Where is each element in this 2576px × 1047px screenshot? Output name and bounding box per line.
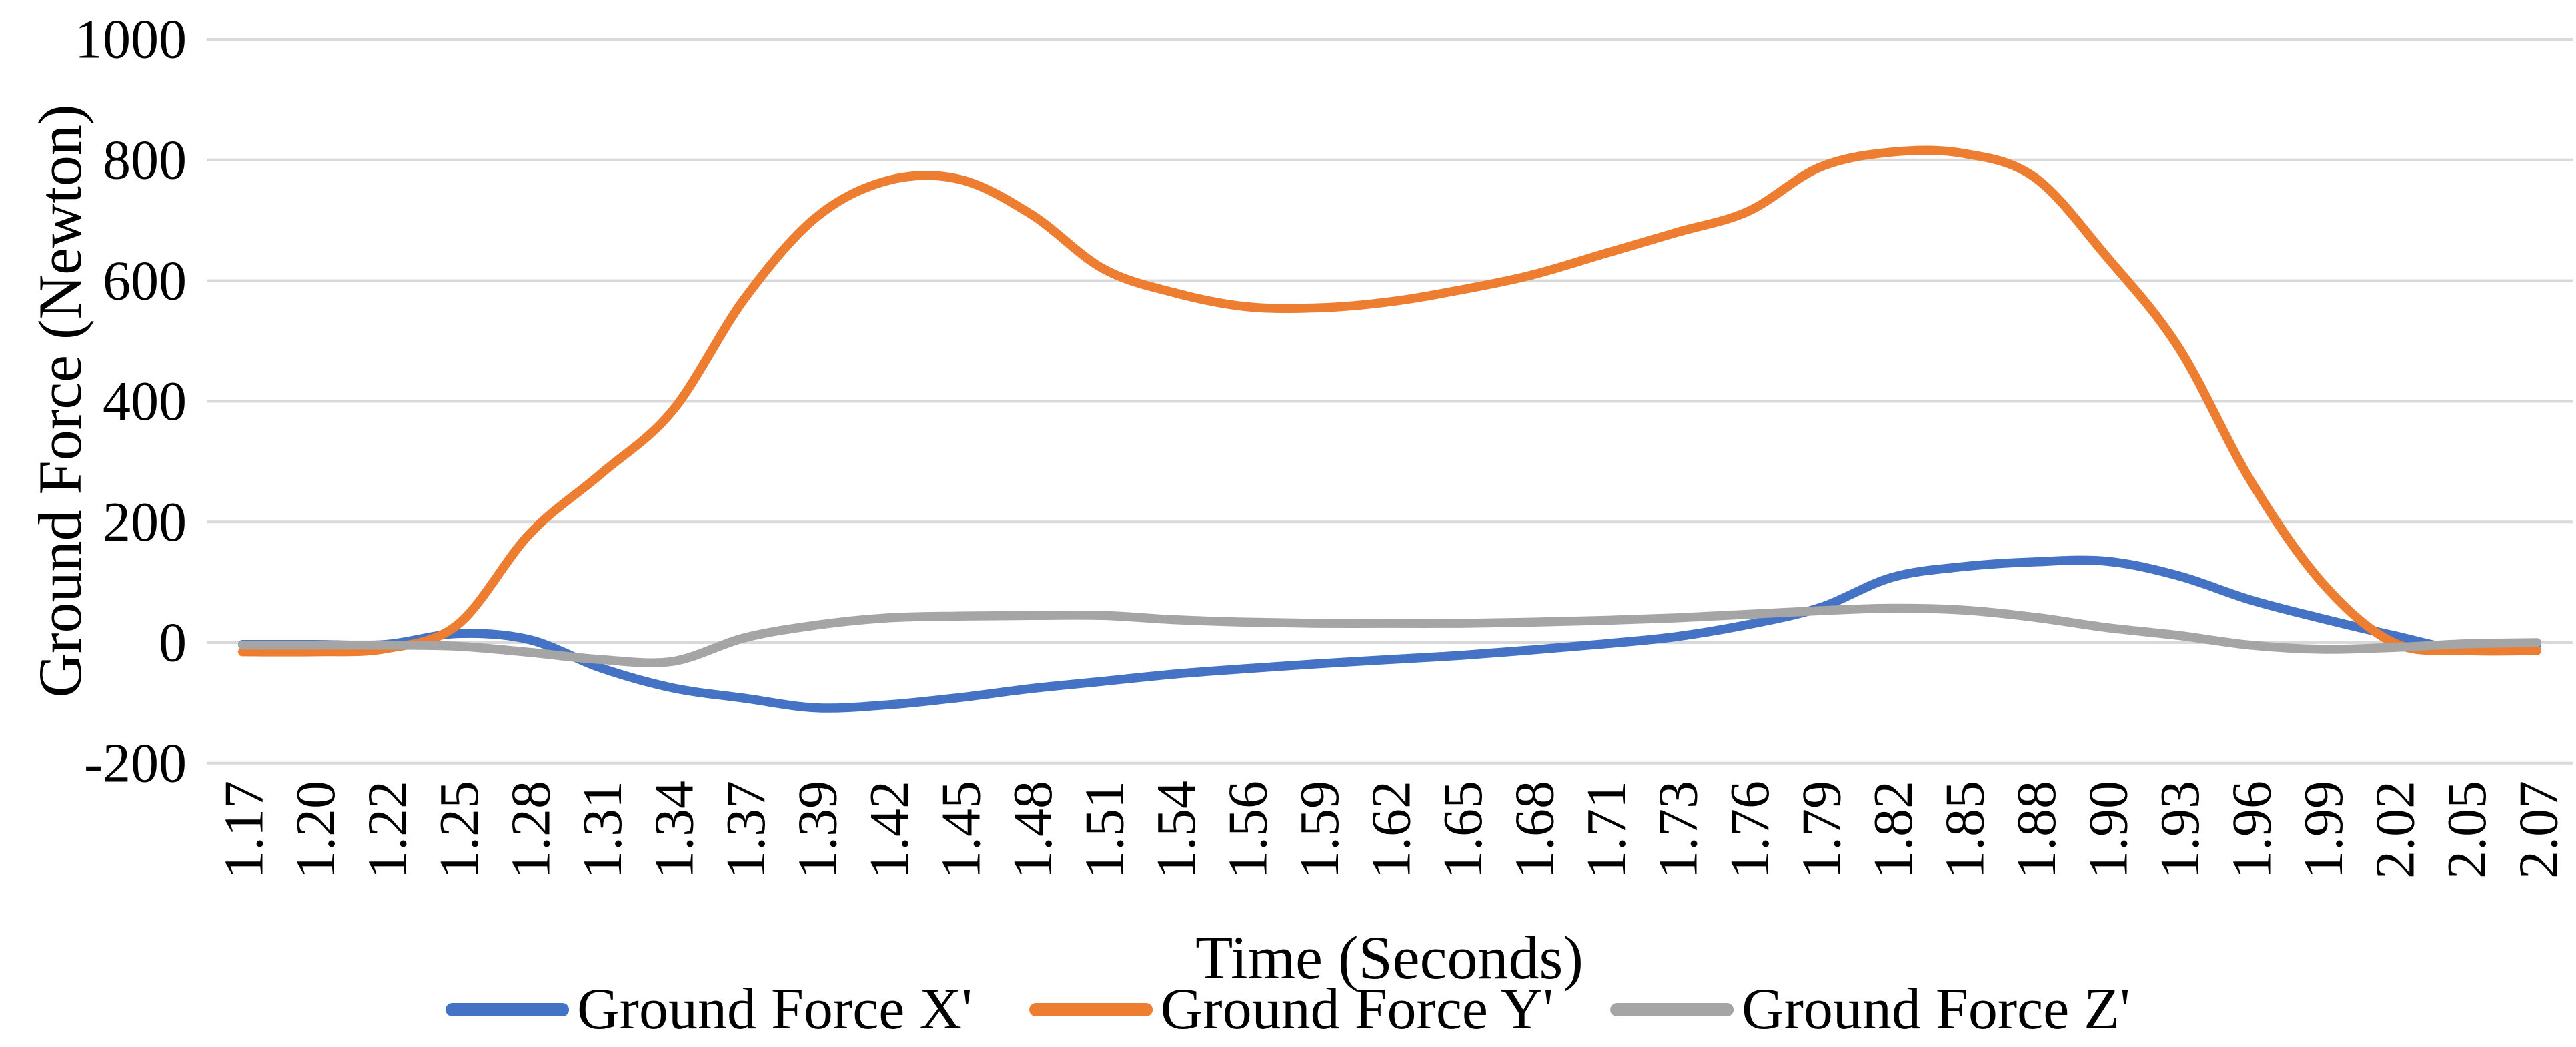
x-tick-label: 1.93 [2149,781,2211,879]
x-tick-label: 1.39 [787,781,849,879]
y-tick-label: 400 [103,370,187,432]
series-line-ground-force-z [237,603,2542,667]
x-tick-label: 1.85 [1934,781,1996,879]
x-tick-label: 1.59 [1289,781,1351,879]
legend-label: Ground Force X' [577,977,973,1042]
x-tick-label: 1.71 [1575,781,1638,879]
legend-swatch [446,1002,570,1016]
x-tick-label: 1.17 [213,781,275,879]
legend-swatch [1029,1002,1153,1016]
y-tick-label: 600 [103,250,187,312]
x-tick-label: 1.96 [2220,781,2283,879]
x-axis-title: Time (Seconds) [1195,924,1583,992]
series-line-ground-force-x [237,555,2542,713]
y-tick-label: 0 [159,612,187,674]
x-tick-label: 1.73 [1647,781,1709,879]
legend-swatch [1610,1002,1734,1016]
legend-label: Ground Force Z' [1742,977,2130,1042]
x-tick-label: 1.48 [1002,781,1064,879]
x-tick-label: 1.76 [1719,781,1781,879]
legend-item: Ground Force Y' [1029,976,1553,1043]
x-tick-label: 1.90 [2077,781,2139,879]
y-tick-label: 1000 [75,9,187,71]
x-tick-label: 1.99 [2293,781,2355,879]
y-tick-label: 200 [103,491,187,553]
series-line-ground-force-y [237,145,2542,657]
legend: Ground Force X' Ground Force Y' Ground For… [446,976,2130,1043]
x-tick-label: 1.62 [1361,781,1423,879]
y-tick-label: -200 [84,733,187,795]
x-tick-label: 2.07 [2507,781,2569,879]
x-tick-label: 1.82 [1862,781,1924,879]
x-tick-label: 1.25 [428,781,490,879]
x-tick-label: 1.22 [357,781,419,879]
x-tick-label: 1.68 [1503,781,1565,879]
legend-label: Ground Force Y' [1160,977,1554,1042]
x-tick-label: 2.02 [2364,781,2426,879]
x-tick-label: 1.56 [1217,781,1279,879]
y-tick-label: 800 [103,129,187,192]
x-tick-label: 1.45 [930,781,993,879]
legend-item: Ground Force X' [446,976,973,1043]
x-tick-label: 1.54 [1145,781,1207,879]
x-tick-label: 2.05 [2436,781,2498,879]
x-tick-label: 1.34 [644,781,706,879]
x-tick-label: 1.28 [500,781,562,879]
x-tick-label: 1.51 [1074,781,1136,879]
x-tick-label: 1.79 [1790,781,1852,879]
legend-item: Ground Force Z' [1610,976,2130,1043]
x-tick-label: 1.65 [1432,781,1494,879]
x-tick-label: 1.37 [715,781,777,879]
x-tick-label: 1.88 [2006,781,2068,879]
x-tick-label: 1.42 [858,781,920,879]
x-tick-label: 1.31 [572,781,634,879]
x-tick-label: 1.20 [285,781,347,879]
